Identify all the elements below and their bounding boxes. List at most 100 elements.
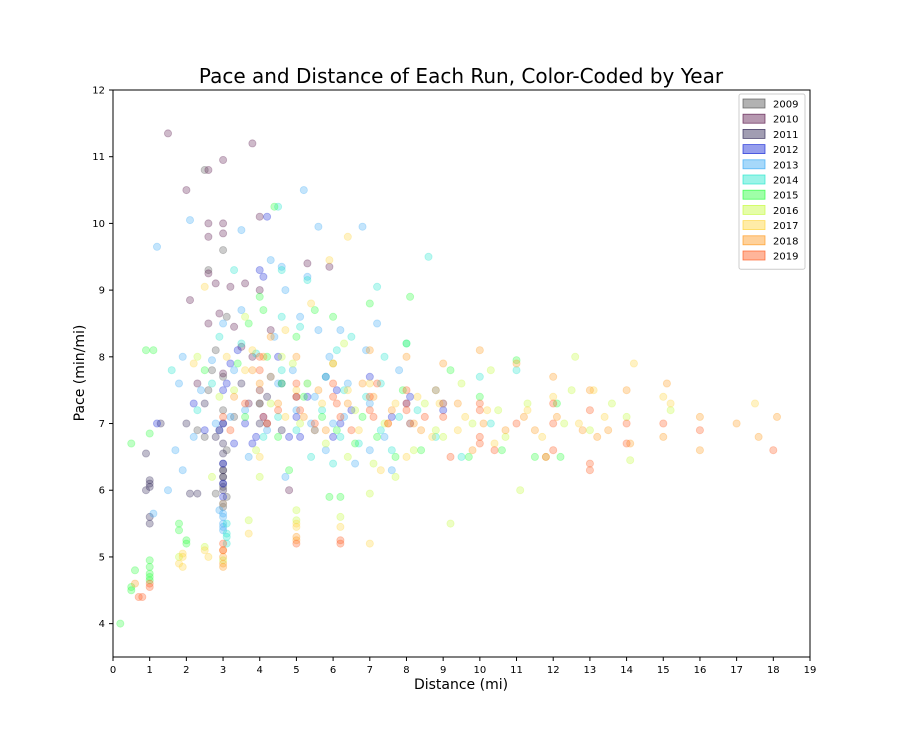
data-point [475,432,484,441]
data-point [219,522,228,531]
data-point [376,379,385,388]
data-point [244,529,253,538]
data-point [241,279,250,288]
data-point [127,586,136,595]
data-point [255,386,264,395]
data-point [222,519,231,528]
legend-label: 2017 [773,221,798,232]
data-point [556,452,565,461]
data-point [574,419,583,428]
data-point [310,392,319,401]
data-point [365,406,374,415]
data-point [523,399,532,408]
data-point [134,593,143,602]
data-point [453,426,462,435]
data-point [277,312,286,321]
data-point [288,366,297,375]
data-point [351,406,360,415]
data-point [281,326,290,335]
data-point [152,419,161,428]
data-point [307,419,316,428]
data-point [145,573,154,582]
data-point [226,412,235,421]
data-point [303,272,312,281]
data-point [310,306,319,315]
data-point [541,452,550,461]
data-point [178,552,187,561]
data-point [219,155,228,164]
data-point [185,216,194,225]
data-point [314,222,323,231]
data-point [274,202,283,211]
data-point [266,332,275,341]
data-point [380,352,389,361]
data-point [145,512,154,521]
data-point [274,352,283,361]
data-point [182,539,191,548]
data-point [215,426,224,435]
data-point [571,352,580,361]
data-point [237,339,246,348]
data-point [222,539,231,548]
data-point [365,299,374,308]
data-point [274,379,283,388]
data-point [347,332,356,341]
data-point [259,412,268,421]
data-point [523,406,532,415]
data-point [171,446,180,455]
data-point [189,432,198,441]
data-point [431,432,440,441]
data-point [439,399,448,408]
data-point [512,419,521,428]
data-point [519,412,528,421]
data-point [431,426,440,435]
data-point [274,412,283,421]
data-point [431,386,440,395]
data-point [233,346,242,355]
data-point [241,419,250,428]
data-point [343,232,352,241]
data-point [549,419,558,428]
data-point [219,519,228,528]
data-point [446,519,455,528]
data-point [420,399,429,408]
data-point [292,516,301,525]
data-point [406,292,415,301]
data-point [336,539,345,548]
data-point [380,419,389,428]
data-point [145,579,154,588]
data-point [174,519,183,528]
data-point [413,406,422,415]
data-point [204,386,213,395]
data-point [266,399,275,408]
data-point [219,466,228,475]
data-point [395,366,404,375]
data-point [204,219,213,228]
data-point [219,412,228,421]
legend-swatch [742,144,766,155]
data-point [259,412,268,421]
data-point [259,432,268,441]
data-point [255,399,264,408]
data-point [252,432,261,441]
data-point [193,426,202,435]
data-point [207,356,216,365]
data-point [329,359,338,368]
data-point [475,392,484,401]
legend-swatch [742,98,766,109]
data-point [222,492,231,501]
x-tick-label: 10 [473,665,486,676]
data-point [362,392,371,401]
data-point [417,446,426,455]
data-point [589,386,598,395]
data-point [662,379,671,388]
data-point [358,379,367,388]
data-point [310,419,319,428]
data-point [299,412,308,421]
data-point [387,412,396,421]
data-point [219,419,228,428]
data-point [439,412,448,421]
data-point [248,352,257,361]
data-point [281,412,290,421]
y-axis-label: Pace (min/mi) [72,325,88,422]
